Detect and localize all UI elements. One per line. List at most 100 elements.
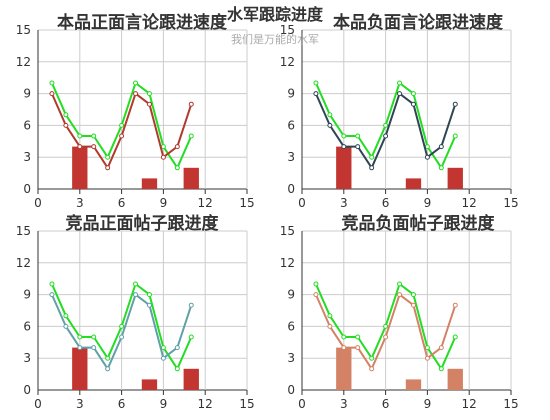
series-point <box>63 313 69 319</box>
y-tick-label: 3 <box>287 351 295 365</box>
x-tick-label: 6 <box>118 196 126 210</box>
main-title: 水军跟踪进度 <box>227 5 324 24</box>
x-tick-label: 0 <box>298 397 306 411</box>
x-tick-label: 6 <box>382 397 390 411</box>
series-point <box>341 345 347 351</box>
series-point <box>397 281 403 287</box>
series-point <box>369 355 375 361</box>
series-point <box>369 366 375 372</box>
series-point <box>146 91 152 97</box>
bar <box>72 347 88 390</box>
x-tick-label: 3 <box>76 397 84 411</box>
x-tick-label: 12 <box>462 397 477 411</box>
series-point <box>327 112 333 118</box>
series-point <box>397 91 403 97</box>
series-point <box>49 292 55 298</box>
x-tick-label: 0 <box>34 196 42 210</box>
series-point <box>119 323 125 329</box>
series-point <box>438 165 444 171</box>
series-point <box>174 165 180 171</box>
y-tick-label: 0 <box>23 383 31 397</box>
series-point <box>91 144 97 150</box>
bar <box>447 368 463 390</box>
series-point <box>188 101 194 107</box>
series-point <box>105 154 111 160</box>
series-point <box>383 323 389 329</box>
series-point <box>119 334 125 340</box>
series-point <box>369 165 375 171</box>
y-tick-label: 15 <box>16 23 31 37</box>
bar <box>336 347 352 390</box>
series-point <box>174 366 180 372</box>
series-point <box>49 80 55 86</box>
series-point <box>452 133 458 139</box>
series-point <box>49 91 55 97</box>
series-point <box>410 91 416 97</box>
chart-grid-layer <box>37 29 512 395</box>
bar <box>405 178 422 189</box>
series-point <box>383 122 389 128</box>
y-tick-label: 0 <box>23 182 31 196</box>
x-tick-label: 15 <box>503 397 518 411</box>
series-point <box>438 345 444 351</box>
series-point <box>452 334 458 340</box>
series-point <box>105 165 111 171</box>
series-point <box>133 91 139 97</box>
series-point <box>355 144 361 150</box>
x-tick-label: 0 <box>34 397 42 411</box>
x-tick-label: 0 <box>298 196 306 210</box>
series-point <box>383 133 389 139</box>
y-tick-label: 15 <box>280 224 295 238</box>
y-tick-label: 0 <box>287 383 295 397</box>
y-tick-label: 12 <box>16 55 31 69</box>
series-point <box>105 366 111 372</box>
series-point <box>188 302 194 308</box>
series-point <box>327 323 333 329</box>
series-point <box>91 345 97 351</box>
series-point <box>313 281 319 287</box>
bar <box>447 167 463 189</box>
y-tick-label: 6 <box>23 319 31 333</box>
series-point <box>313 80 319 86</box>
y-tick-label: 15 <box>280 23 295 37</box>
x-tick-label: 12 <box>198 397 213 411</box>
bar <box>336 146 352 189</box>
series-point <box>174 345 180 351</box>
series-point <box>452 101 458 107</box>
series-point <box>160 355 166 361</box>
series-point <box>383 334 389 340</box>
series-point <box>327 122 333 128</box>
y-tick-label: 12 <box>16 256 31 270</box>
bar <box>183 368 199 390</box>
series-point <box>146 101 152 107</box>
series-point <box>77 144 83 150</box>
series-point <box>313 91 319 97</box>
y-tick-label: 9 <box>23 288 31 302</box>
x-tick-label: 12 <box>462 196 477 210</box>
series-point <box>146 302 152 308</box>
series-point <box>452 302 458 308</box>
series-point <box>63 112 69 118</box>
series-point <box>410 292 416 298</box>
y-tick-label: 15 <box>16 224 31 238</box>
bar <box>405 379 422 390</box>
series-point <box>119 122 125 128</box>
y-tick-label: 12 <box>280 55 295 69</box>
series-point <box>341 133 347 139</box>
series-point <box>91 334 97 340</box>
series-point <box>91 133 97 139</box>
x-tick-label: 9 <box>424 397 432 411</box>
series-point <box>424 154 430 160</box>
chart-marks-layer <box>49 80 463 390</box>
series-point <box>133 281 139 287</box>
series-point <box>438 366 444 372</box>
panel-title: 本品负面言论跟进速度 <box>333 12 504 33</box>
series-point <box>63 323 69 329</box>
series-point <box>119 133 125 139</box>
series-point <box>160 154 166 160</box>
series-point <box>410 101 416 107</box>
y-tick-label: 3 <box>287 150 295 164</box>
x-tick-label: 15 <box>239 196 254 210</box>
